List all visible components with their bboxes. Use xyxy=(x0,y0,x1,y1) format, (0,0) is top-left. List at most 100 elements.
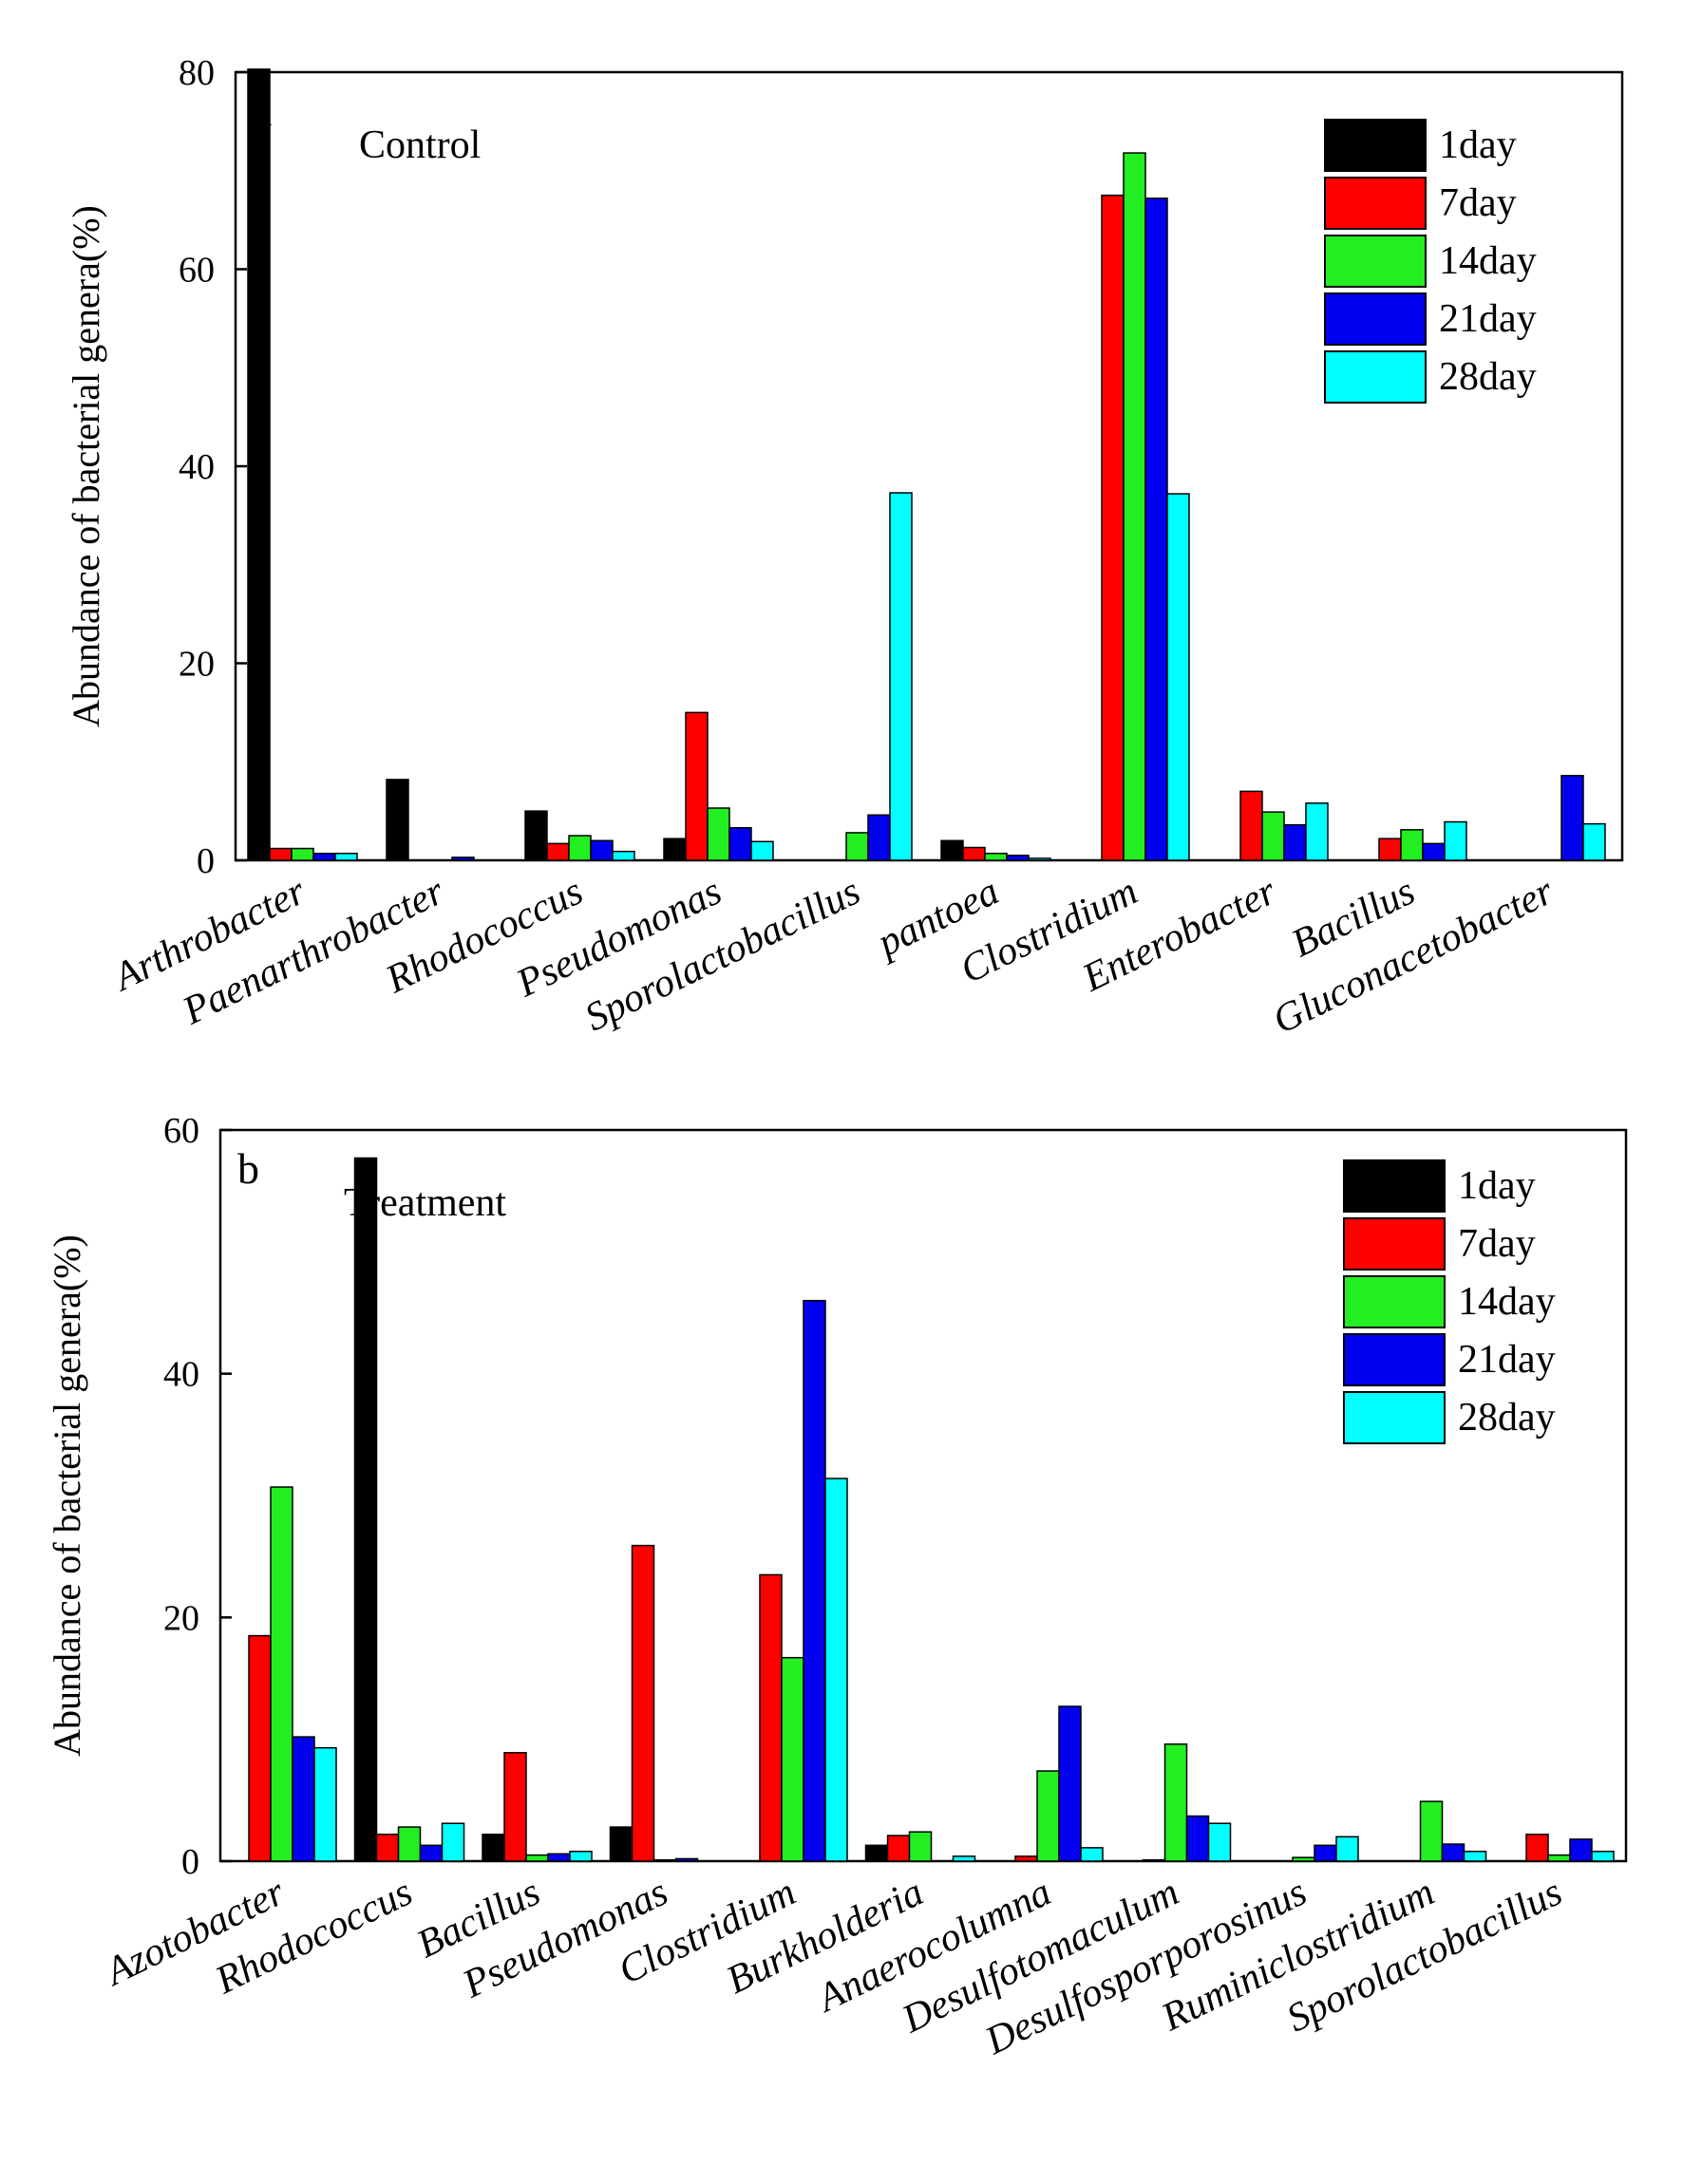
bar-pantoea-28day xyxy=(1028,857,1051,861)
y-tick-label: 0 xyxy=(197,841,215,881)
bar-desulfotomaculum-14day xyxy=(1163,1743,1188,1862)
bar-pseudomonas-14day xyxy=(707,807,730,861)
bar-rhodococcus-28day xyxy=(612,850,635,861)
panel-b-treatment: 0 20 40 60 Abundance of bacterial genera(%) b… xyxy=(46,1111,1628,2063)
bar-paenarthrobacter-21day xyxy=(451,857,475,861)
bar-pseudomonas-21day xyxy=(674,1857,699,1862)
bar-pseudomonas-1day xyxy=(609,1826,633,1862)
y-tick-label: 40 xyxy=(163,1355,199,1395)
bar-sporolactobacillus-14day xyxy=(1547,1854,1571,1862)
legend-swatch-1day xyxy=(1343,1159,1446,1213)
bar-burkholderia-28day xyxy=(952,1855,976,1862)
legend-swatch-28day xyxy=(1343,1391,1446,1444)
bar-enterobacter-21day xyxy=(1283,823,1307,861)
bar-arthrobacter-21day xyxy=(312,852,336,861)
legend: 1day 7day 14day 21day 28day xyxy=(1343,1159,1556,1444)
bar-bacillus-1day xyxy=(482,1834,505,1862)
panel-letter: b xyxy=(237,1144,259,1193)
legend-swatch-7day xyxy=(1324,177,1427,230)
bar-sporolactobacillus-28day xyxy=(1591,1850,1615,1862)
bar-sporolactobacillus-21day xyxy=(1569,1838,1593,1862)
bar-pseudomonas-28day xyxy=(750,840,774,861)
bar-clostridium-28day xyxy=(1166,493,1190,861)
bar-sporolactobacillus-14day xyxy=(845,832,869,861)
bar-rhodococcus-14day xyxy=(397,1826,422,1862)
bar-anaerocolumna-21day xyxy=(1058,1705,1082,1862)
bar-bacillus-14day xyxy=(525,1854,549,1862)
bar-gluconacetobacter-28day xyxy=(1582,822,1606,861)
bar-pantoea-1day xyxy=(940,839,964,861)
bar-pseudomonas-7day xyxy=(631,1544,655,1862)
panel-a-control: 0 20 40 60 80 Abundance of bacterial genera(%… xyxy=(65,53,1624,1043)
bar-desulfosporporosinus-21day xyxy=(1314,1844,1337,1862)
bar-enterobacter-28day xyxy=(1305,802,1329,861)
bar-rhodococcus-28day xyxy=(441,1822,465,1862)
bar-arthrobacter-28day xyxy=(334,852,358,861)
bar-sporolactobacillus-21day xyxy=(867,814,891,861)
legend-swatch-14day xyxy=(1324,235,1427,288)
bar-clostridium-28day xyxy=(824,1478,848,1862)
bar-ruminiclostridium-21day xyxy=(1441,1843,1466,1862)
bar-azotobacter-7day xyxy=(248,1634,272,1862)
bar-anaerocolumna-28day xyxy=(1080,1847,1104,1862)
bar-rhodococcus-7day xyxy=(375,1834,400,1862)
bar-rhodococcus-21day xyxy=(419,1844,444,1862)
legend-label-21day: 21day xyxy=(1458,1338,1556,1382)
bar-desulfotomaculum-21day xyxy=(1185,1815,1210,1862)
legend-swatch-14day xyxy=(1343,1275,1446,1328)
bar-clostridium-21day xyxy=(1144,198,1168,861)
bar-azotobacter-21day xyxy=(292,1736,315,1862)
bar-desulfotomaculum-7day xyxy=(1142,1858,1166,1862)
bar-bacillus-7day xyxy=(1378,838,1402,861)
bar-arthrobacter-14day xyxy=(291,847,314,861)
bar-enterobacter-14day xyxy=(1261,811,1285,861)
bar-enterobacter-7day xyxy=(1239,790,1263,861)
bar-ruminiclostridium-14day xyxy=(1419,1800,1444,1862)
legend-swatch-7day xyxy=(1343,1217,1446,1271)
bar-pantoea-14day xyxy=(984,852,1008,861)
bar-rhodococcus-14day xyxy=(568,835,592,861)
legend-swatch-21day xyxy=(1324,292,1427,346)
legend-swatch-28day xyxy=(1324,350,1427,404)
bar-pseudomonas-14day xyxy=(652,1858,677,1862)
y-tick-label: 20 xyxy=(163,1598,199,1638)
bar-bacillus-21day xyxy=(547,1853,571,1862)
legend-label-7day: 7day xyxy=(1458,1222,1536,1266)
legend-label-28day: 28day xyxy=(1439,355,1537,399)
bar-clostridium-14day xyxy=(1123,152,1146,861)
bar-pseudomonas-21day xyxy=(728,827,752,861)
legend-label-14day: 14day xyxy=(1458,1280,1556,1324)
y-axis-label: Abundance of bacterial genera(%) xyxy=(65,205,107,727)
legend-swatch-21day xyxy=(1343,1333,1446,1386)
legend-swatch-1day xyxy=(1324,119,1427,172)
y-tick-label: 20 xyxy=(179,645,215,685)
bar-rhodococcus-1day xyxy=(524,810,548,861)
bar-pantoea-7day xyxy=(962,846,986,861)
bar-clostridium-7day xyxy=(759,1573,783,1862)
bar-pseudomonas-7day xyxy=(685,711,709,861)
bar-bacillus-21day xyxy=(1422,842,1446,861)
bar-arthrobacter-1day xyxy=(247,68,271,861)
bar-rhodococcus-7day xyxy=(546,842,570,861)
bar-anaerocolumna-14day xyxy=(1036,1770,1060,1862)
bar-azotobacter-28day xyxy=(313,1746,337,1862)
legend-label-28day: 28day xyxy=(1458,1396,1556,1440)
bar-sporolactobacillus-7day xyxy=(1525,1834,1549,1862)
legend: 1day 7day 14day 21day 28day xyxy=(1324,119,1537,404)
bar-paenarthrobacter-1day xyxy=(386,779,409,861)
legend-label-14day: 14day xyxy=(1439,239,1537,283)
bar-sporolactobacillus-28day xyxy=(889,492,913,861)
bar-bacillus-7day xyxy=(503,1752,527,1862)
bar-burkholderia-14day xyxy=(908,1831,933,1862)
y-tick-label: 60 xyxy=(163,1111,199,1151)
bar-rhodococcus-21day xyxy=(590,839,614,861)
bar-arthrobacter-7day xyxy=(269,847,293,861)
bar-bacillus-28day xyxy=(1444,820,1467,861)
bar-pantoea-21day xyxy=(1006,855,1030,861)
y-tick-label: 60 xyxy=(179,251,215,291)
bar-rhodococcus-1day xyxy=(353,1157,378,1862)
legend-label-1day: 1day xyxy=(1439,123,1517,167)
y-axis-label: Abundance of bacterial genera(%) xyxy=(46,1234,88,1757)
bar-clostridium-21day xyxy=(803,1299,826,1862)
